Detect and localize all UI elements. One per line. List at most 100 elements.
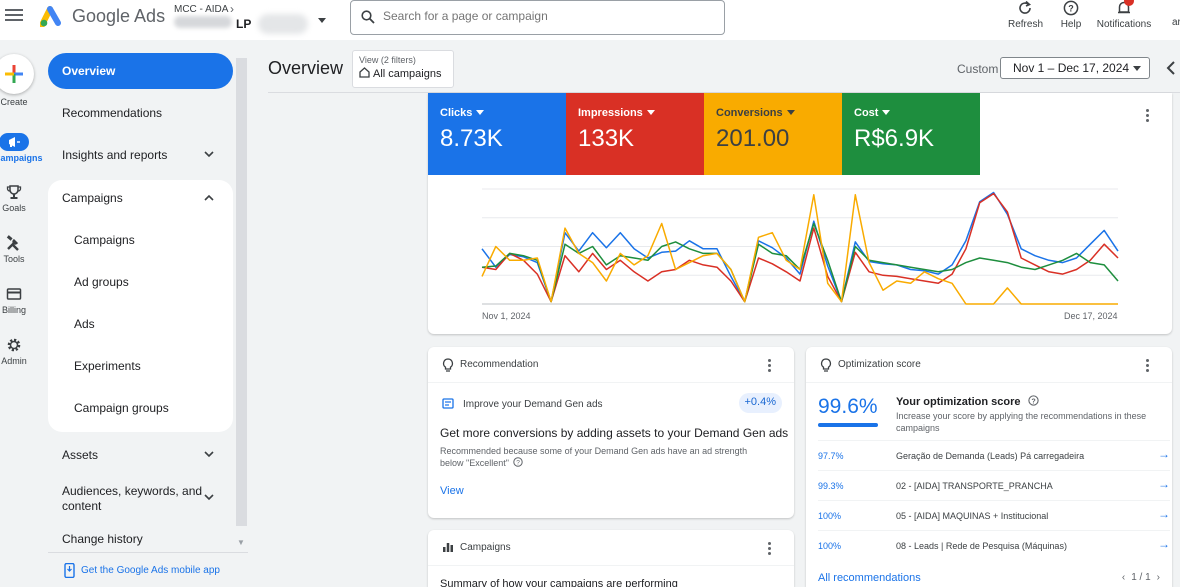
sidebar-scrollbar[interactable] (236, 58, 247, 526)
optimization-subtitle: Increase your score by applying the reco… (896, 411, 1147, 433)
redacted-account-id (174, 16, 232, 28)
chart-series-line-0 (481, 191, 1119, 303)
optimization-row[interactable]: 100% 08 - Leads | Rede de Pesquisa (Máqu… (818, 530, 1170, 560)
recommendation-description: Recommended because some of your Demand … (440, 446, 748, 468)
google-ads-logo (40, 6, 61, 27)
sidebar-group-campaigns: Campaigns Campaigns Ad groups Ads Experi… (48, 180, 233, 432)
search-input[interactable] (383, 9, 713, 23)
scroll-down-arrow-icon[interactable]: ▼ (237, 538, 245, 547)
sidebar-item-insights[interactable]: Insights and reports (48, 137, 233, 173)
performance-chart-card: Clicks 8.73K Impressions 133K Conversion… (428, 93, 1172, 334)
sidebar-subitem-campaigns[interactable]: Campaigns (74, 233, 135, 247)
x-axis-start-label: Nov 1, 2024 (482, 311, 531, 321)
refresh-button[interactable]: Refresh (1008, 0, 1043, 30)
top-header: Google Ads MCC - AIDA › LP Refresh ? Hel… (0, 0, 1180, 40)
account-parent[interactable]: MCC - AIDA › (174, 2, 234, 16)
campaigns-more-icon[interactable] (768, 542, 772, 557)
credit-card-icon (6, 288, 22, 300)
chevron-left-icon[interactable]: ‹ (1121, 572, 1126, 583)
mobile-app-link[interactable]: Get the Google Ads mobile app (48, 552, 248, 578)
create-button[interactable] (0, 54, 34, 94)
recommendation-title: Get more conversions by adding assets to… (440, 426, 789, 440)
card-title: Recommendation (460, 359, 539, 370)
sidebar-item-assets[interactable]: Assets (48, 437, 233, 473)
caret-down-icon (882, 110, 891, 115)
rail-goals[interactable]: Goals (0, 184, 34, 213)
search-box[interactable] (350, 0, 725, 35)
main-menu-icon[interactable] (5, 9, 23, 23)
redacted-account-name (258, 14, 308, 34)
chevron-up-icon (204, 194, 214, 201)
notifications-badge (1124, 0, 1134, 6)
svg-text:?: ? (517, 460, 521, 467)
divider (268, 92, 1180, 93)
account-avatar-label[interactable]: ar (1172, 17, 1180, 28)
arrow-right-icon: → (1158, 507, 1170, 521)
chevron-right-icon[interactable]: › (1156, 572, 1160, 583)
recommendation-item[interactable]: Improve your Demand Gen ads (442, 397, 603, 410)
metric-impressions[interactable]: Impressions 133K (566, 93, 704, 175)
svg-text:?: ? (1031, 397, 1035, 405)
card-title: Optimization score (838, 359, 921, 370)
lightbulb-icon (820, 358, 832, 372)
sidebar-subitem-campaign-groups[interactable]: Campaign groups (74, 401, 169, 415)
rail-campaigns[interactable]: Campaigns (0, 133, 43, 163)
lightbulb-icon (442, 358, 454, 372)
optimization-score-value: 99.6% (818, 395, 878, 418)
all-recommendations-link[interactable]: All recommendations (818, 572, 921, 584)
sidebar-item-campaigns-group[interactable]: Campaigns (48, 180, 233, 216)
rail-billing[interactable]: Billing (0, 286, 34, 315)
optimization-more-icon[interactable] (1146, 359, 1150, 374)
brand-name: Google Ads (72, 6, 166, 26)
sidebar-subitem-ad-groups[interactable]: Ad groups (74, 275, 129, 289)
sidebar-item-change-history[interactable]: Change history (62, 532, 143, 546)
rail-tools[interactable]: Tools (0, 235, 34, 264)
rail-admin[interactable]: Admin (0, 337, 34, 366)
chevron-left-icon[interactable] (1162, 58, 1180, 78)
left-rail: Create Campaigns Goals Tools (0, 40, 43, 587)
help-icon[interactable]: ? (513, 457, 524, 467)
sidebar-subitem-ads[interactable]: Ads (74, 317, 95, 331)
rail-create-label[interactable]: Create (0, 97, 28, 107)
recommendation-card: Recommendation Improve your Demand Gen a… (428, 347, 794, 518)
recommendation-more-icon[interactable] (768, 359, 772, 374)
date-range-picker[interactable]: Nov 1 – Dec 17, 2024 (1000, 57, 1150, 79)
arrow-right-icon: → (1158, 447, 1170, 461)
help-button[interactable]: ? Help (1057, 0, 1085, 30)
optimization-score-bar (818, 423, 878, 427)
metric-clicks[interactable]: Clicks 8.73K (428, 93, 566, 175)
chart-more-icon[interactable] (1146, 109, 1150, 124)
page-title-bar: Overview View (2 filters) All campaigns … (268, 40, 1180, 92)
help-icon[interactable]: ? (1027, 395, 1039, 406)
chart-series-line-1 (481, 192, 1119, 303)
metric-cost[interactable]: Cost R$6.9K (842, 93, 980, 175)
date-range-type: Custom (957, 62, 999, 76)
sidebar-subitem-experiments[interactable]: Experiments (74, 359, 141, 373)
chevron-down-icon (204, 451, 214, 458)
arrow-right-icon: → (1158, 537, 1170, 551)
campaigns-subtitle: Summary of how your campaigns are perfor… (440, 578, 678, 587)
view-filter-button[interactable]: View (2 filters) All campaigns (352, 50, 454, 88)
sidebar-nav: Overview Recommendations Insights and re… (48, 40, 238, 587)
trophy-icon (6, 185, 22, 199)
optimization-row[interactable]: 97.7% Geração de Demanda (Leads) Pá carr… (818, 440, 1170, 470)
metric-conversions[interactable]: Conversions 201.00 (704, 93, 842, 175)
bar-chart-icon (443, 543, 453, 552)
sidebar-item-audiences[interactable]: Audiences, keywords, and content (48, 480, 233, 516)
sidebar-item-recommendations[interactable]: Recommendations (62, 106, 163, 120)
campaigns-card: Campaigns Summary of how your campaigns … (428, 530, 794, 587)
notifications-button[interactable]: Notifications (1096, 0, 1152, 30)
card-title: Campaigns (460, 542, 511, 553)
view-recommendation-link[interactable]: View (440, 485, 464, 497)
account-name[interactable]: LP (236, 17, 252, 31)
x-axis-end-label: Dec 17, 2024 (1064, 311, 1118, 321)
account-dropdown-icon[interactable] (318, 18, 326, 23)
chevron-down-icon (204, 494, 214, 501)
sidebar-item-overview[interactable]: Overview (48, 53, 233, 89)
gear-icon (7, 338, 21, 352)
optimization-title: Your optimization score ? (896, 395, 1039, 408)
optimization-row[interactable]: 99.3% 02 - [AIDA] TRANSPORTE_PRANCHA → (818, 470, 1170, 500)
ad-asset-icon (442, 398, 454, 409)
page-title: Overview (268, 58, 344, 78)
optimization-row[interactable]: 100% 05 - [AIDA] MAQUINAS + Instituciona… (818, 500, 1170, 530)
